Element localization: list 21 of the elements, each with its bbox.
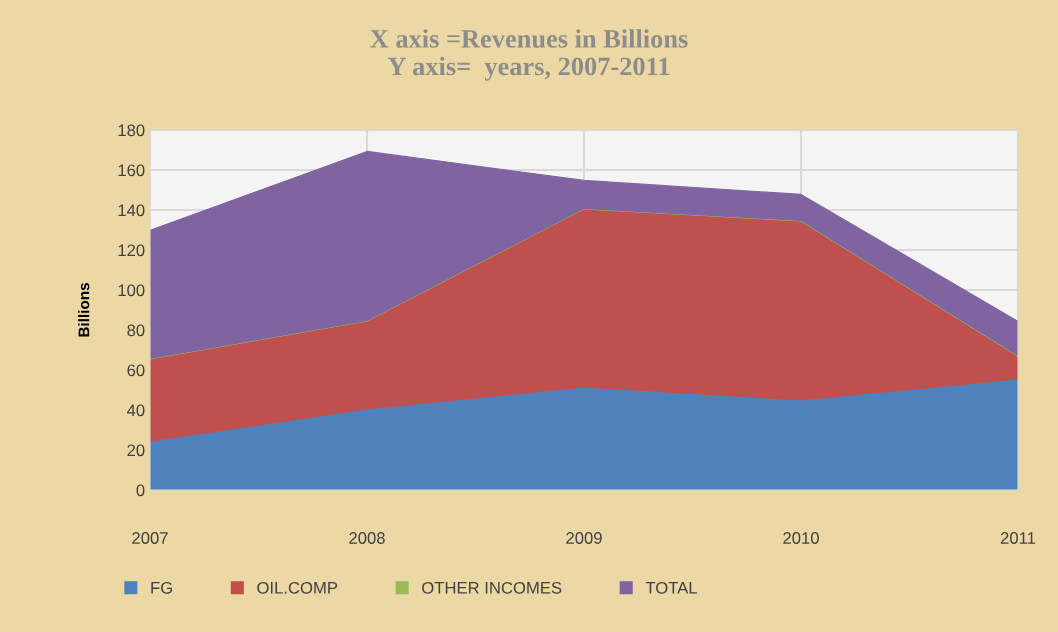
chart-title: X axis =Revenues in Billions Y axis= years, 2007-2011 [370,29,688,81]
y-tick-label: 20 [127,444,145,457]
y-tick-label: 160 [118,164,145,177]
y-tick-label: 80 [127,324,145,337]
x-tick-label: 2010 [783,532,819,544]
y-tick-label: 100 [118,284,145,297]
y-tick-label: 140 [118,204,145,217]
y-tick-label: 0 [136,484,145,497]
x-tick-label: 2007 [132,532,168,544]
y-tick-label: 180 [118,124,145,137]
legend-label: OTHER INCOMES [422,581,562,594]
y-tick-label: 40 [126,404,145,417]
x-tick-label: 2009 [566,532,602,544]
x-tick-label: 2008 [349,532,385,544]
y-tick-label: 120 [118,244,145,257]
y-tick-label: 60 [127,364,145,377]
legend-label: OIL.COMP [257,581,338,594]
legend-label: FG [151,581,172,594]
y-axis-title: Billions [78,283,90,337]
legend-label: TOTAL [645,581,698,594]
x-tick-label: 2011 [1000,532,1036,544]
